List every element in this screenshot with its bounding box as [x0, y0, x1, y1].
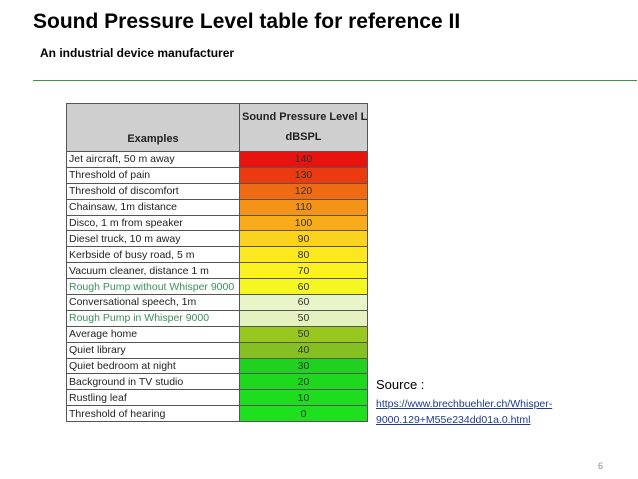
- row-level: 80: [239, 246, 368, 264]
- row-level: 60: [239, 294, 368, 311]
- header-level-unit: dBSPL: [285, 131, 322, 144]
- row-level: 70: [239, 262, 368, 280]
- source-note: Source : https://www.brechbuehler.ch/Whi…: [376, 377, 606, 428]
- row-example: Diesel truck, 10 m away: [66, 230, 240, 248]
- row-level: 120: [239, 182, 368, 200]
- row-example: Vacuum cleaner, distance 1 m: [66, 262, 240, 280]
- sound-pressure-table: Examples Sound Pressure Level Lp dBSPL J…: [66, 103, 368, 423]
- row-example: Background in TV studio: [66, 373, 240, 391]
- slide-title: Sound Pressure Level table for reference…: [33, 10, 461, 33]
- table-row: Quiet library 40: [66, 341, 368, 359]
- row-example: Chainsaw, 1m distance: [66, 198, 240, 216]
- title-divider: [33, 80, 637, 81]
- row-example: Conversational speech, 1m: [66, 294, 240, 311]
- row-level: 140: [239, 151, 368, 168]
- row-level: 60: [239, 278, 368, 296]
- row-level: 100: [239, 214, 368, 232]
- row-example: Quiet bedroom at night: [66, 357, 240, 375]
- row-level: 110: [239, 198, 368, 216]
- row-example: Rough Pump without Whisper 9000: [66, 278, 240, 296]
- row-example: Disco, 1 m from speaker: [66, 214, 240, 232]
- row-example: Rough Pump in Whisper 9000: [66, 309, 240, 327]
- row-example: Threshold of discomfort: [66, 182, 240, 200]
- row-level: 130: [239, 166, 368, 184]
- source-link[interactable]: https://www.brechbuehler.ch/Whisper- 900…: [376, 396, 606, 428]
- row-level: 30: [239, 357, 368, 375]
- row-level: 20: [239, 373, 368, 391]
- row-level: 0: [239, 405, 368, 423]
- table-row: Kerbside of busy road, 5 m 80: [66, 246, 368, 264]
- table-row: Quiet bedroom at night 30: [66, 357, 368, 375]
- table-row: Threshold of discomfort 120: [66, 182, 368, 200]
- row-level: 40: [239, 341, 368, 359]
- row-example: Threshold of pain: [66, 166, 240, 184]
- header-level: Sound Pressure Level Lp dBSPL: [239, 103, 368, 152]
- table-row: Rough Pump in Whisper 9000 50: [66, 309, 368, 327]
- table-row: Rustling leaf 10: [66, 389, 368, 407]
- row-example: Threshold of hearing: [66, 405, 240, 423]
- row-level: 10: [239, 389, 368, 407]
- row-example: Rustling leaf: [66, 389, 240, 407]
- table-row: Diesel truck, 10 m away 90: [66, 230, 368, 248]
- row-example: Quiet library: [66, 341, 240, 359]
- page-number: 6: [598, 461, 604, 471]
- row-level: 50: [239, 325, 368, 343]
- table-row: Vacuum cleaner, distance 1 m 70: [66, 262, 368, 280]
- row-example: Kerbside of busy road, 5 m: [66, 246, 240, 264]
- source-label: Source :: [376, 377, 425, 392]
- header-level-title: Sound Pressure Level L: [242, 110, 368, 123]
- table-row: Background in TV studio 20: [66, 373, 368, 391]
- table-row: Threshold of hearing 0: [66, 405, 368, 423]
- header-examples: Examples: [66, 103, 240, 152]
- slide-subtitle: An industrial device manufacturer: [40, 46, 235, 60]
- source-url-line2: 9000.129+M55e234dd01a.0.html: [376, 414, 531, 426]
- table-body: Jet aircraft, 50 m away 140 Threshold of p…: [66, 151, 368, 423]
- row-level: 90: [239, 230, 368, 248]
- table-row: Chainsaw, 1m distance 110: [66, 198, 368, 216]
- table-row: Disco, 1 m from speaker 100: [66, 214, 368, 232]
- row-example: Average home: [66, 325, 240, 343]
- row-example: Jet aircraft, 50 m away: [66, 151, 240, 168]
- table-row: Rough Pump without Whisper 9000 60: [66, 278, 368, 296]
- table-row: Jet aircraft, 50 m away 140: [66, 151, 368, 168]
- table-row: Conversational speech, 1m 60: [66, 294, 368, 311]
- table-row: Threshold of pain 130: [66, 166, 368, 184]
- table-row: Average home 50: [66, 325, 368, 343]
- row-level: 50: [239, 309, 368, 327]
- source-url-line1: https://www.brechbuehler.ch/Whisper-: [376, 398, 553, 410]
- table-header-row: Examples Sound Pressure Level Lp dBSPL: [66, 103, 368, 152]
